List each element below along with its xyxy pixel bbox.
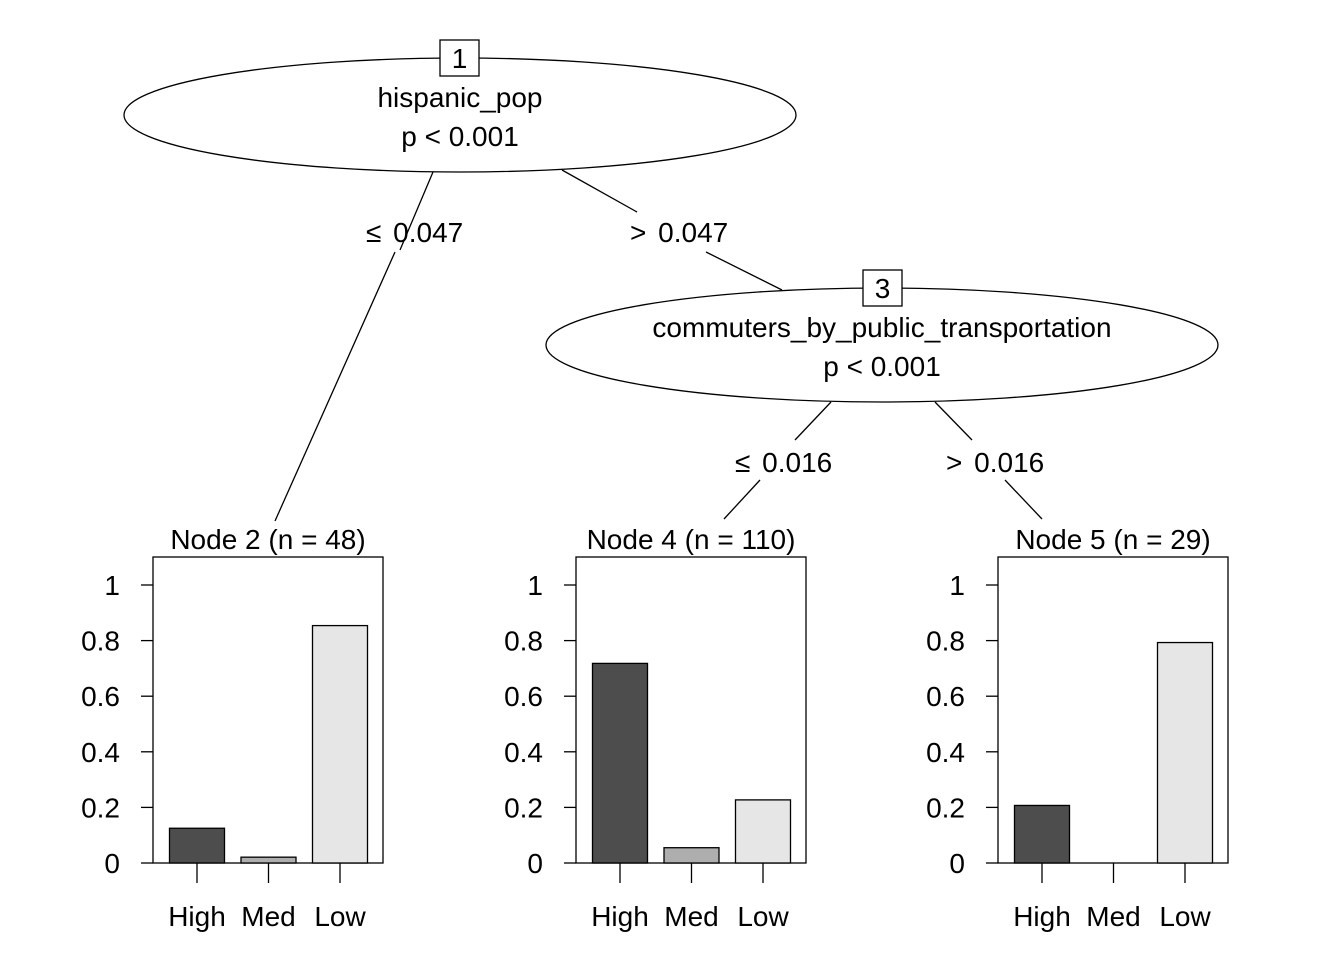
node-id: 3	[875, 273, 891, 304]
y-tick-label: 0.4	[926, 737, 965, 768]
y-tick-label: 0.4	[504, 737, 543, 768]
edge-line-3-4-upper	[794, 401, 832, 441]
node-variable: hispanic_pop	[377, 82, 542, 113]
bar-low	[311, 624, 369, 864]
node-variable: commuters_by_public_transportation	[652, 312, 1111, 343]
y-tick-label: 0.6	[926, 681, 965, 712]
bar-med	[240, 856, 297, 864]
edge-line-3-5-upper	[934, 401, 973, 441]
edge-label-1-3: > 0.047	[630, 217, 728, 248]
edge-value: 0.047	[658, 217, 728, 248]
tree-edges	[274, 169, 1043, 522]
x-tick-label: Med	[1086, 901, 1140, 932]
y-tick-label: 0	[527, 848, 543, 879]
edge-line-1-2-upper	[399, 171, 434, 251]
x-tick-label: High	[1013, 901, 1071, 932]
y-tick-label: 0.2	[504, 792, 543, 823]
node-pvalue: p < 0.001	[401, 121, 519, 152]
y-tick-label: 0.8	[926, 626, 965, 657]
terminal-node-panel: Node 2 (n = 48) 0 0.2 0.4 0.6 0.8 1 High Med Low	[81, 524, 384, 932]
bar-high	[1013, 804, 1071, 864]
y-tick-label: 0.2	[926, 792, 965, 823]
x-tick-label: Med	[241, 901, 295, 932]
edge-label-3-5: > 0.016	[946, 447, 1044, 478]
y-tick-label: 1	[104, 570, 120, 601]
edge-symbol: >	[946, 447, 962, 478]
edge-labels: ≤ 0.047 > 0.047 ≤ 0.016 > 0.016	[366, 217, 1044, 478]
edge-label-3-4: ≤ 0.016	[735, 447, 832, 478]
y-tick-label: 0.6	[504, 681, 543, 712]
y-tick-label: 0.4	[81, 737, 120, 768]
bar-low	[1156, 641, 1214, 864]
edge-symbol: ≤	[735, 447, 750, 478]
inner-node-1: 1 hispanic_pop p < 0.001	[123, 39, 797, 173]
x-tick-label: High	[591, 901, 649, 932]
bar-high	[591, 662, 649, 864]
inner-node-3: 3 commuters_by_public_transportation p <…	[545, 269, 1219, 403]
y-tick-label: 0.8	[504, 626, 543, 657]
panel-title: Node 2 (n = 48)	[170, 524, 365, 555]
y-tick-label: 0	[104, 848, 120, 879]
x-tick-label: Low	[1159, 901, 1211, 932]
panel-title: Node 5 (n = 29)	[1015, 524, 1210, 555]
terminal-node-panel: Node 5 (n = 29) 0 0.2 0.4 0.6 0.8 1 High Med Low	[926, 524, 1229, 932]
y-tick-label: 0	[949, 848, 965, 879]
edge-line-3-5-lower	[1004, 479, 1043, 520]
edge-value: 0.016	[762, 447, 832, 478]
y-tick-label: 1	[527, 570, 543, 601]
y-tick-label: 1	[949, 570, 965, 601]
x-tick-label: Med	[664, 901, 718, 932]
node-pvalue: p < 0.001	[823, 351, 941, 382]
edge-line-3-4-lower	[723, 479, 761, 520]
edge-line-1-2-lower	[274, 251, 396, 522]
node-id: 1	[452, 43, 468, 74]
x-tick-label: Low	[314, 901, 366, 932]
edge-value: 0.047	[393, 217, 463, 248]
bar-high	[168, 827, 226, 864]
terminal-node-panel: Node 4 (n = 110) 0 0.2 0.4 0.6 0.8 1 High Med Low	[504, 524, 807, 932]
x-tick-label: High	[168, 901, 226, 932]
panel-title: Node 4 (n = 110)	[587, 524, 796, 555]
bar-med	[663, 847, 720, 864]
edge-label-1-2: ≤ 0.047	[366, 217, 463, 248]
bar-low	[734, 799, 792, 864]
edge-line-1-3-lower	[705, 251, 783, 291]
edge-symbol: >	[630, 217, 646, 248]
edge-symbol: ≤	[366, 217, 381, 248]
node-id-box	[862, 269, 903, 307]
edge-value: 0.016	[974, 447, 1044, 478]
y-tick-label: 0.8	[81, 626, 120, 657]
y-tick-label: 0.6	[81, 681, 120, 712]
y-tick-label: 0.2	[81, 792, 120, 823]
edge-line-1-3-upper	[561, 169, 638, 213]
node-id-box	[439, 39, 480, 77]
x-tick-label: Low	[737, 901, 789, 932]
